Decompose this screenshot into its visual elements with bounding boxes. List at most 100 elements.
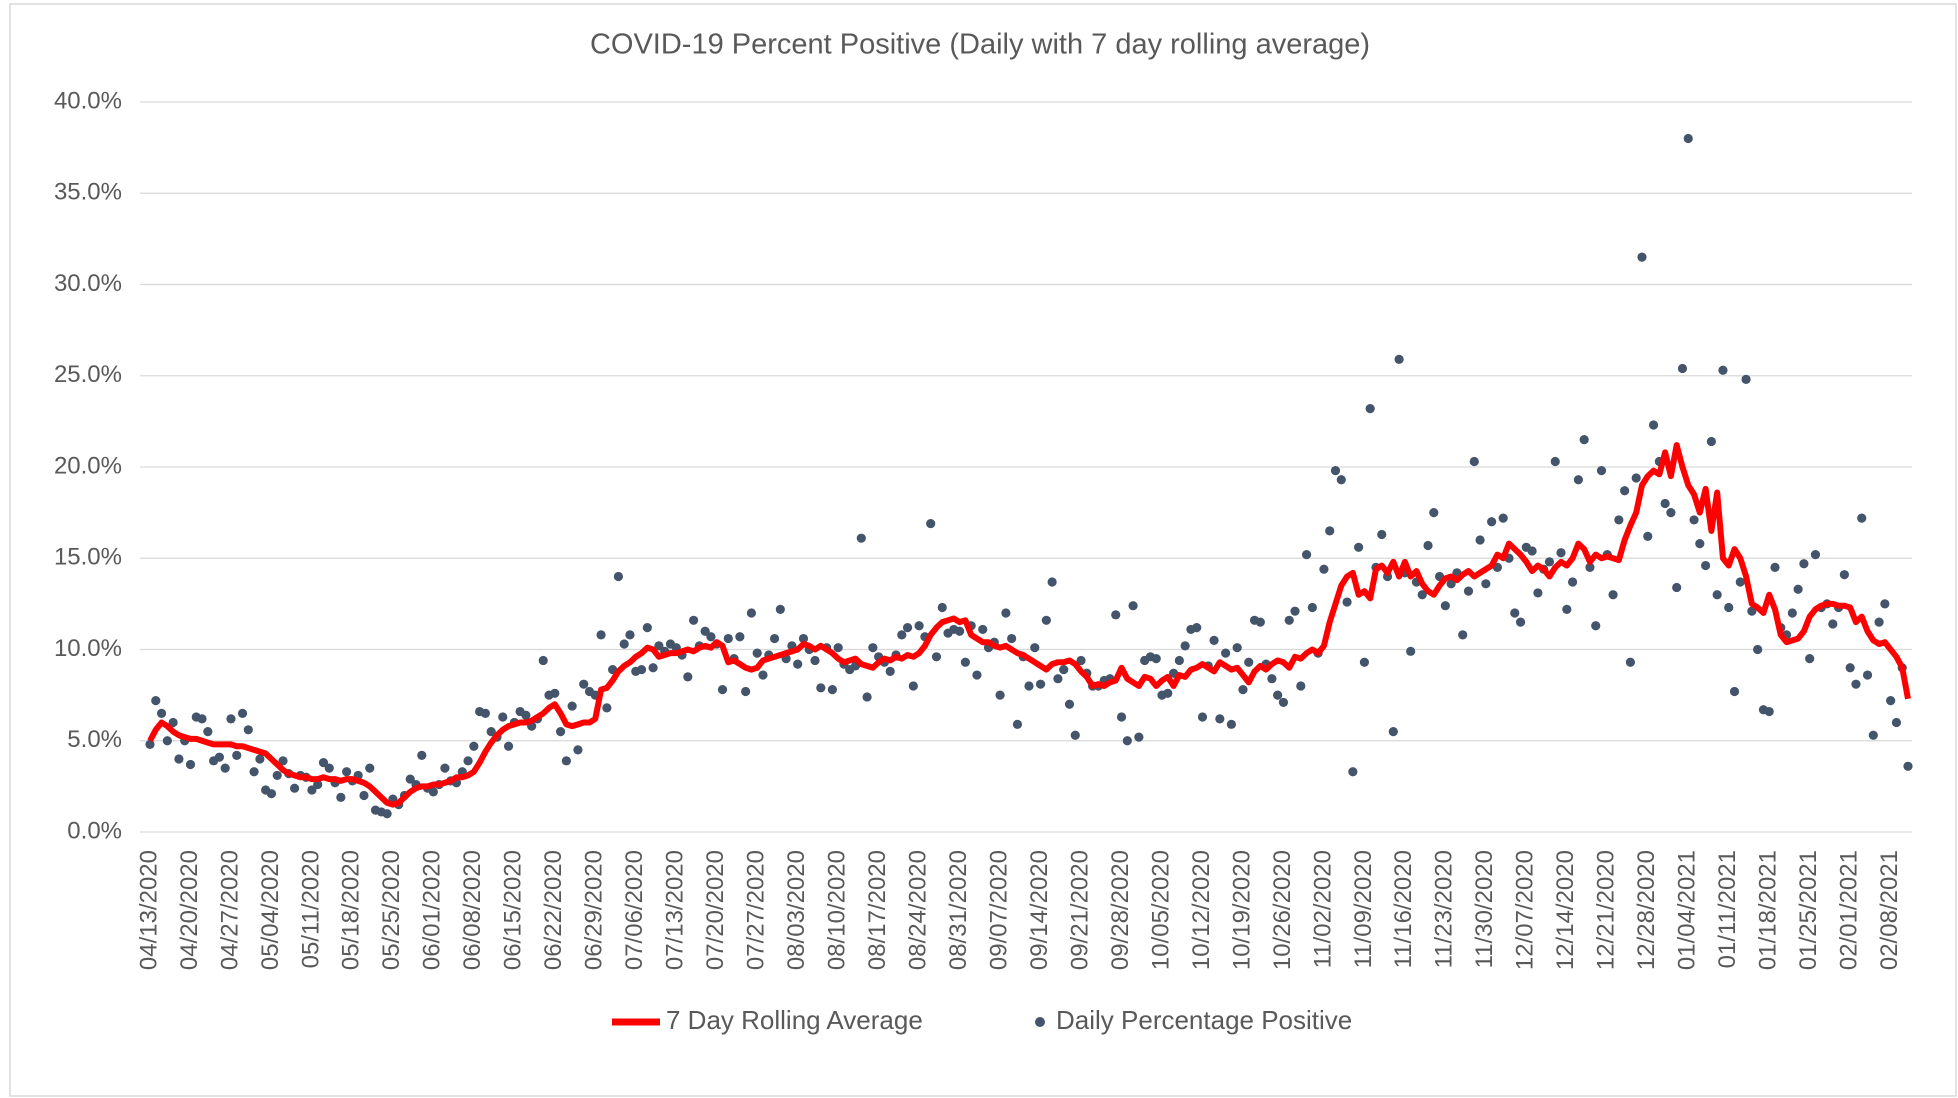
daily-point [1527,546,1537,556]
daily-point [1550,456,1560,467]
x-tick-label: 12/07/2020 [1512,850,1539,970]
daily-point [1689,515,1699,525]
daily-point [1874,617,1884,627]
daily-point [232,750,242,760]
daily-point [440,763,450,773]
x-tick-label: 09/14/2020 [1026,850,1053,970]
daily-point [1035,679,1046,689]
daily-point [1301,550,1312,560]
daily-point [324,763,334,773]
daily-point [1805,654,1815,664]
daily-point [1498,513,1508,523]
x-tick-label: 07/13/2020 [662,850,689,970]
daily-point [1377,529,1387,540]
daily-point [1643,531,1653,541]
y-tick-label: 35.0% [54,179,122,206]
daily-point [908,681,918,691]
daily-point [156,708,167,718]
daily-point [1787,608,1797,618]
daily-point [1718,365,1728,375]
x-tick-label: 02/01/2021 [1836,850,1863,970]
daily-point [1729,686,1740,697]
daily-point [1891,717,1902,728]
daily-point [1070,730,1080,740]
legend-label: 7 Day Rolling Average [666,1005,923,1035]
x-tick-label: 06/15/2020 [500,850,527,970]
x-tick-label: 05/18/2020 [338,850,365,970]
daily-point [151,696,161,706]
daily-point [1273,690,1283,700]
x-tick-label: 10/12/2020 [1188,850,1215,970]
daily-point [885,666,895,677]
x-tick-label: 04/13/2020 [135,850,162,970]
y-tick-label: 5.0% [67,726,122,753]
daily-point [1122,736,1132,746]
daily-point [1648,420,1659,430]
daily-point [162,736,172,746]
x-tick-label: 08/03/2020 [783,850,810,970]
daily-point [1475,535,1485,545]
daily-point [978,624,988,635]
daily-point [741,686,751,697]
daily-point [995,690,1005,700]
daily-point [1238,685,1248,695]
daily-point [1319,564,1329,574]
daily-point [1810,550,1821,560]
legend-swatch [1035,1017,1045,1027]
daily-point [1001,608,1011,618]
daily-point [243,725,253,735]
daily-point [688,615,699,625]
daily-point [555,727,566,737]
daily-point [596,630,606,640]
x-tick-label: 06/29/2020 [581,850,608,970]
daily-point [1290,606,1300,616]
daily-point [1180,641,1190,651]
daily-point [382,809,392,819]
daily-point [937,602,947,613]
daily-point [486,727,496,737]
daily-point [417,750,427,760]
daily-point [642,623,652,633]
daily-point [613,571,624,582]
daily-point [1174,655,1184,666]
daily-point [700,626,710,636]
legend-label: Daily Percentage Positive [1056,1005,1352,1035]
daily-point [359,790,369,801]
x-tick-label: 10/19/2020 [1228,850,1255,970]
daily-point [1325,526,1335,536]
x-tick-label: 11/16/2020 [1390,850,1417,968]
x-tick-label: 09/28/2020 [1107,850,1134,970]
daily-point [619,639,629,649]
daily-point [758,670,768,680]
daily-point [226,714,236,724]
x-tick-label: 04/20/2020 [176,850,203,970]
daily-point [538,655,548,666]
daily-point [955,626,965,636]
daily-point [897,630,907,640]
daily-point [793,659,803,669]
x-tick-label: 09/21/2020 [1066,850,1093,970]
daily-point [1041,615,1051,625]
daily-point [1064,699,1075,709]
daily-point [1625,657,1636,667]
daily-point [1770,562,1780,572]
daily-point [185,759,196,770]
x-tick-label: 11/09/2020 [1350,850,1377,968]
daily-point [249,767,259,777]
x-tick-label: 08/17/2020 [864,850,891,970]
daily-point [723,633,733,644]
x-tick-label: 01/11/2021 [1714,850,1741,968]
daily-point [798,633,809,644]
daily-point [428,787,438,797]
daily-point [1510,608,1520,618]
daily-point [469,741,479,751]
daily-point [810,655,820,666]
daily-point [579,679,589,689]
daily-point [1666,508,1676,518]
daily-point [602,703,612,713]
x-tick-label: 11/30/2020 [1471,850,1498,968]
x-tick-label: 02/08/2021 [1876,850,1903,970]
x-tick-label: 10/05/2020 [1147,850,1174,970]
daily-point [1053,674,1063,684]
daily-point [1296,681,1306,691]
